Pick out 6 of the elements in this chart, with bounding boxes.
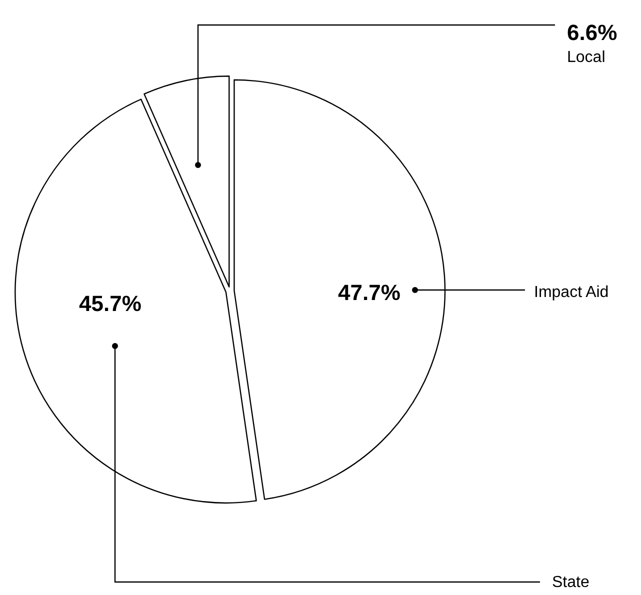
slice-label: Local [567, 49, 606, 66]
slice-label: State [552, 574, 590, 591]
data-label: 6.6% [567, 20, 618, 45]
data-label: 45.7% [79, 291, 142, 316]
slice-label: Impact Aid [534, 284, 609, 301]
data-label: 47.7% [338, 280, 400, 305]
